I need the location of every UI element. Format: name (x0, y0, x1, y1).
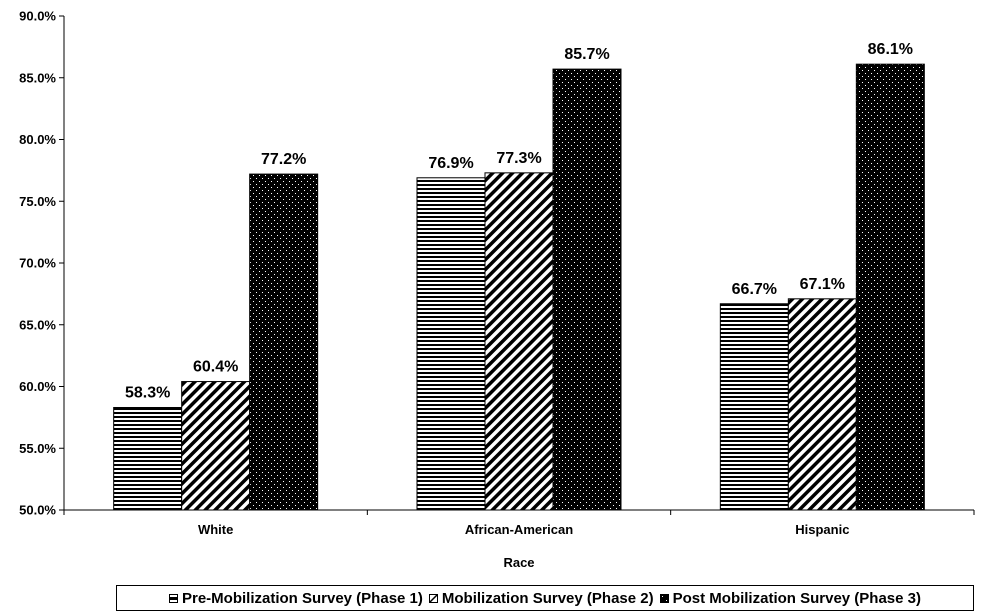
y-tick-label: 85.0% (19, 70, 56, 85)
y-tick-label: 65.0% (19, 317, 56, 332)
x-axis: White African-American Hispanic (63, 510, 975, 537)
data-label: 85.7% (564, 46, 609, 63)
bar-chart: 50.0% 55.0% 60.0% 65.0% 70.0% 75.0% 80.0% 85.0%… (19, 9, 975, 570)
legend-label-phase-1: Pre-Mobilization Survey (Phase 1) (181, 589, 423, 607)
data-label: 77.2% (261, 151, 306, 168)
bar-2 (181, 381, 251, 511)
data-label: 86.1% (868, 41, 913, 58)
y-tick-label: 55.0% (19, 441, 56, 456)
data-label: 77.3% (496, 150, 541, 167)
legend: Pre-Mobilization Survey (Phase 1) Mobili… (116, 585, 974, 611)
bar-2 (484, 172, 554, 511)
y-tick-label: 90.0% (19, 9, 56, 24)
legend-entry-phase-3: Post Mobilization Survey (Phase 3) (659, 589, 921, 607)
x-axis-title: Race (503, 555, 534, 570)
y-axis: 50.0% 55.0% 60.0% 65.0% 70.0% 75.0% 80.0% 85.0%… (19, 9, 64, 518)
bar-3 (552, 68, 622, 511)
legend-swatch-horizontal-stripes-icon (168, 593, 178, 603)
data-labels: 58.3% 60.4% 77.2% 76.9% 77.3% 85.7% 66.7% 67.1%… (125, 41, 913, 401)
y-tick-label: 50.0% (19, 503, 56, 518)
bar-1 (113, 406, 183, 511)
data-label: 67.1% (800, 276, 845, 293)
bar-2 (787, 298, 857, 511)
legend-label-phase-2: Mobilization Survey (Phase 2) (441, 589, 654, 607)
y-tick-label: 70.0% (19, 256, 56, 271)
legend-label-phase-3: Post Mobilization Survey (Phase 3) (672, 589, 921, 607)
data-label: 60.4% (193, 359, 238, 376)
data-label: 58.3% (125, 384, 170, 401)
y-tick-label: 75.0% (19, 194, 56, 209)
bars (113, 63, 925, 511)
legend-entry-phase-1: Pre-Mobilization Survey (Phase 1) (168, 589, 423, 607)
legend-entry-phase-2: Mobilization Survey (Phase 2) (428, 589, 654, 607)
data-label: 66.7% (732, 281, 777, 298)
x-tick-label: African-American (465, 522, 573, 537)
bar-1 (719, 303, 789, 511)
x-tick-label: White (198, 522, 233, 537)
x-tick-label: Hispanic (795, 522, 849, 537)
legend-swatch-dotted-black-icon (659, 593, 669, 603)
bar-1 (416, 177, 486, 511)
axes (63, 16, 974, 511)
legend-swatch-diagonal-stripes-icon (428, 593, 438, 603)
bar-3 (249, 173, 319, 511)
bar-3 (855, 63, 925, 511)
y-tick-label: 60.0% (19, 379, 56, 394)
data-label: 76.9% (428, 155, 473, 172)
y-tick-label: 80.0% (19, 132, 56, 147)
